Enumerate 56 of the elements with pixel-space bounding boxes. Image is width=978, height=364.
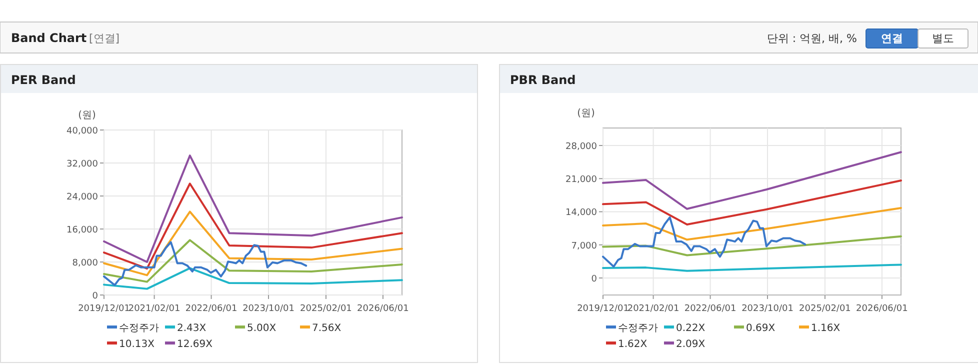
legend-label: 12.69X bbox=[177, 339, 213, 350]
x-tick-label: 2026/06/01 bbox=[357, 304, 409, 314]
text: 연결 bbox=[881, 32, 903, 45]
legend-label: 1.62X bbox=[618, 339, 648, 350]
x-tick-label: 2025/02/01 bbox=[300, 304, 352, 314]
y-tick-label: 40,000 bbox=[66, 126, 98, 136]
legend-label: 5.00X bbox=[247, 323, 276, 334]
line-series bbox=[602, 151, 902, 210]
line-series bbox=[103, 267, 403, 290]
line-series bbox=[602, 206, 902, 241]
y-tick-label: 16,000 bbox=[66, 226, 98, 236]
line-series bbox=[103, 241, 308, 286]
x-tick-label: 2021/02/01 bbox=[128, 304, 180, 314]
y-tick-label: 21,000 bbox=[566, 175, 598, 186]
y-axis-title: (원) bbox=[577, 108, 595, 119]
text: [연결] bbox=[89, 32, 120, 45]
line-series bbox=[103, 182, 403, 270]
y-tick-label: 24,000 bbox=[66, 192, 98, 202]
line-series bbox=[602, 235, 902, 256]
legend-label: 2.09X bbox=[676, 339, 706, 350]
line-series bbox=[103, 210, 403, 276]
x-tick-label: 2019/12/01 bbox=[78, 304, 130, 314]
y-tick-label: 32,000 bbox=[66, 160, 98, 170]
legend-label: 7.56X bbox=[312, 323, 342, 334]
text: 별도 bbox=[932, 32, 954, 45]
text: Band Chart bbox=[11, 31, 87, 45]
x-tick-label: 2026/06/01 bbox=[856, 304, 908, 314]
text: 단위 : 억원, 배, % bbox=[766, 32, 857, 45]
legend-label: 수정주가 bbox=[119, 323, 159, 334]
x-tick-label: 2022/06/01 bbox=[185, 304, 238, 314]
line-series bbox=[602, 216, 806, 268]
y-tick-label: 0 bbox=[591, 274, 598, 284]
legend-label: 1.16X bbox=[811, 323, 840, 334]
y-tick-label: 28,000 bbox=[566, 142, 598, 152]
y-tick-label: 14,000 bbox=[566, 208, 598, 218]
x-tick-label: 2019/12/01 bbox=[577, 304, 629, 314]
x-tick-label: 2023/10/01 bbox=[742, 304, 794, 314]
x-tick-label: 2023/10/01 bbox=[242, 304, 294, 314]
y-tick-label: 0 bbox=[92, 292, 98, 302]
x-tick-label: 2022/06/01 bbox=[684, 304, 736, 314]
chart-title: PER Band bbox=[11, 73, 76, 87]
legend-label: 10.13X bbox=[119, 339, 155, 350]
line-series bbox=[602, 180, 902, 226]
chart-title: PBR Band bbox=[510, 73, 576, 87]
y-tick-label: 8,000 bbox=[72, 258, 98, 268]
line-series bbox=[103, 239, 403, 283]
line-series bbox=[103, 154, 403, 263]
x-tick-label: 2021/02/01 bbox=[627, 304, 680, 314]
legend-label: 2.43X bbox=[177, 323, 206, 334]
line-series bbox=[602, 264, 902, 272]
legend-label: 수정주가 bbox=[618, 323, 658, 334]
x-tick-label: 2025/02/01 bbox=[799, 304, 851, 314]
legend-label: 0.69X bbox=[746, 323, 776, 334]
y-tick-label: 7,000 bbox=[571, 241, 598, 252]
legend-label: 0.22X bbox=[676, 323, 706, 334]
y-axis-title: (원) bbox=[78, 110, 96, 121]
